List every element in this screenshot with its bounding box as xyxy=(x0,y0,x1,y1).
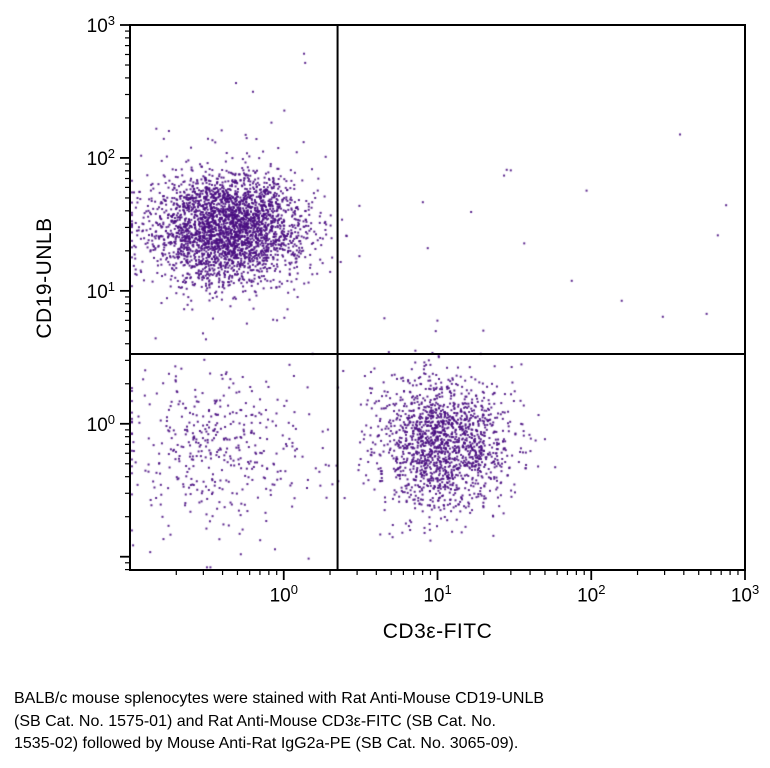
y-tick-label: 103 xyxy=(86,12,115,38)
scatter-canvas xyxy=(130,25,745,570)
caption-line: (SB Cat. No. 1575-01) and Rat Anti-Mouse… xyxy=(14,712,496,730)
y-tick-label: 100 xyxy=(86,411,115,436)
caption-line: 1535-02) followed by Mouse Anti-Rat IgG2… xyxy=(14,735,519,752)
y-tick-label: 102 xyxy=(86,145,115,171)
caption-line: BALB/c mouse splenocytes were stained wi… xyxy=(14,690,545,707)
x-axis-label: CD3ε-FITC xyxy=(382,620,493,643)
x-tick-label: 100 xyxy=(269,582,298,607)
x-tick-label: 103 xyxy=(730,582,760,607)
x-tick-label: 102 xyxy=(577,582,606,607)
y-tick-label: 101 xyxy=(86,278,115,304)
figure-caption: BALB/c mouse splenocytes were stained wi… xyxy=(14,688,759,756)
y-axis-label: CD19-UNLB xyxy=(33,217,56,339)
x-tick-label: 101 xyxy=(423,582,452,607)
